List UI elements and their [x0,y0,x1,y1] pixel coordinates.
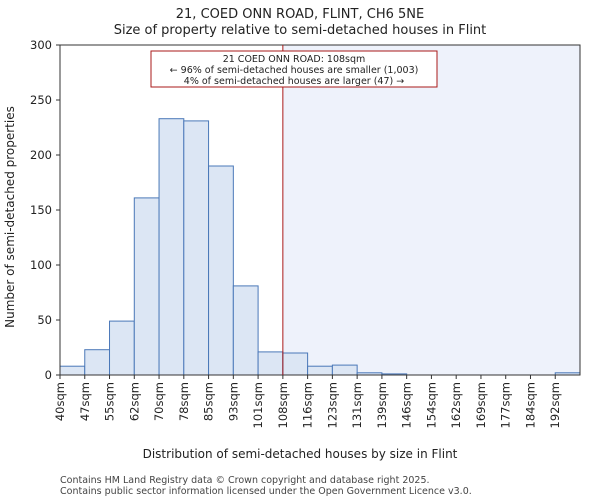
x-tick-label-55sqm: 55sqm [103,382,117,421]
y-tick-label-200: 200 [30,148,52,162]
y-tick-label-50: 50 [37,313,52,327]
annotation-larger: 4% of semi-detached houses are larger (4… [184,76,404,87]
x-tick-label-184sqm: 184sqm [523,382,537,428]
y-tick-label-0: 0 [45,368,52,382]
bar-78sqm [183,120,210,376]
annotation-box: 21 COED ONN ROAD: 108sqm ← 96% of semi-d… [150,50,438,88]
x-tick-label-47sqm: 47sqm [78,382,92,421]
x-tick-label-131sqm: 131sqm [350,382,364,428]
x-tick-label-78sqm: 78sqm [177,382,191,421]
y-tick-label-250: 250 [30,93,52,107]
y-tick-label-100: 100 [30,258,52,272]
x-tick-label-40sqm: 40sqm [53,382,67,421]
x-tick-label-93sqm: 93sqm [226,382,240,421]
x-tick-label-177sqm: 177sqm [499,382,513,428]
chart-title-line2: Size of property relative to semi-detach… [114,23,487,38]
y-tick-label-300: 300 [30,38,52,52]
chart-title-line1: 21, COED ONN ROAD, FLINT, CH6 5NE [176,7,424,22]
larger-properties-region [282,45,580,375]
bar-55sqm [109,320,135,376]
x-tick-label-62sqm: 62sqm [127,382,141,421]
annotation-smaller: ← 96% of semi-detached houses are smalle… [170,65,419,76]
bar-116sqm [307,365,333,376]
bar-93sqm [232,285,259,376]
x-tick-label-116sqm: 116sqm [301,382,315,428]
footer-line1: Contains HM Land Registry data © Crown c… [60,475,430,486]
footer-line2: Contains public sector information licen… [60,486,472,497]
x-axis-label: Distribution of semi-detached houses by … [143,447,458,461]
bar-85sqm [208,165,234,376]
x-tick-label-146sqm: 146sqm [400,382,414,428]
x-tick-label-85sqm: 85sqm [202,382,216,421]
x-tick-label-169sqm: 169sqm [474,382,488,428]
annotation-frame [150,50,438,88]
x-tick-label-108sqm: 108sqm [276,382,290,428]
y-axis-label: Number of semi-detached properties [3,106,17,328]
y-tick-label-150: 150 [30,203,52,217]
x-tick-label-192sqm: 192sqm [548,382,562,428]
bar-123sqm [331,364,358,376]
bar-47sqm [84,349,111,376]
x-tick-label-154sqm: 154sqm [424,382,438,428]
bar-108sqm [282,352,309,376]
x-tick-label-139sqm: 139sqm [375,382,389,428]
bar-62sqm [133,197,160,376]
x-tick-label-162sqm: 162sqm [449,382,463,428]
x-tick-label-70sqm: 70sqm [152,382,166,421]
bar-40sqm [59,365,86,376]
bar-101sqm [257,351,284,376]
annotation-title: 21 COED ONN ROAD: 108sqm [223,54,366,65]
x-tick-label-123sqm: 123sqm [325,382,339,428]
bar-70sqm [158,118,185,376]
x-tick-label-101sqm: 101sqm [251,382,265,428]
